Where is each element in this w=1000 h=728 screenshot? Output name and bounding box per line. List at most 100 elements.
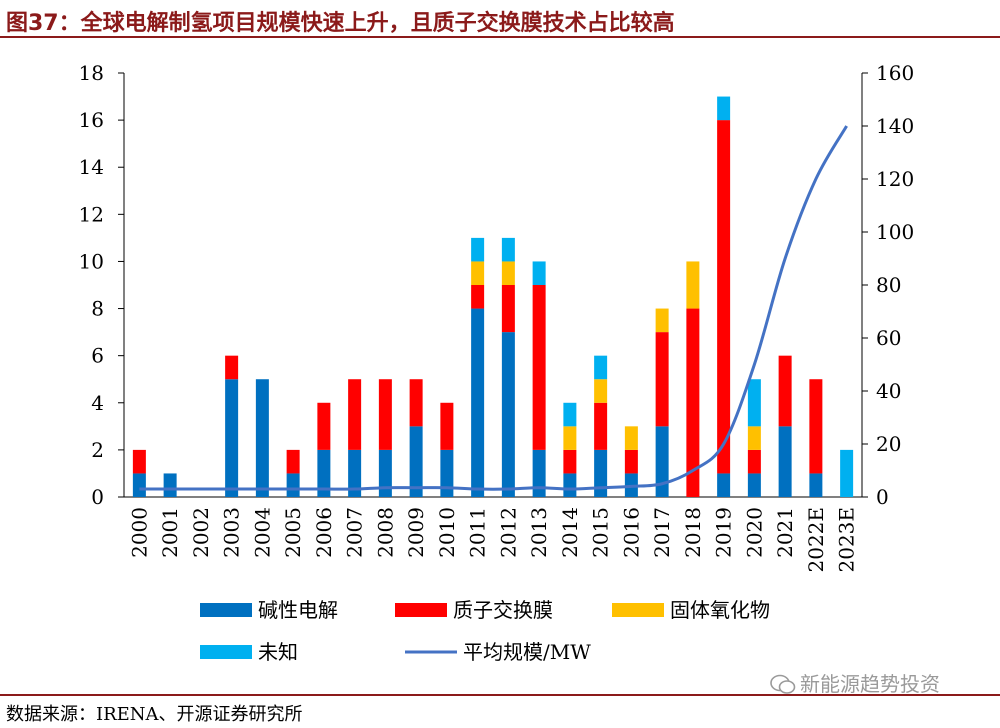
- left-tick-label: 6: [91, 344, 104, 368]
- bar-segment-alkaline: [809, 473, 823, 497]
- x-tick-label: 2012: [496, 507, 520, 558]
- x-tick-label: 2005: [281, 507, 305, 558]
- left-tick-label: 12: [79, 202, 104, 226]
- bar-segment-soec: [624, 426, 638, 450]
- bar-segment-unknown: [717, 96, 731, 121]
- left-tick-label: 10: [79, 249, 104, 273]
- x-tick-label: 2007: [343, 507, 367, 558]
- x-tick-label: 2016: [619, 507, 643, 558]
- right-tick-label: 160: [876, 61, 914, 85]
- bar-segment-alkaline: [501, 332, 515, 497]
- left-tick-label: 4: [91, 391, 104, 415]
- bar-segment-alkaline: [655, 426, 669, 497]
- x-tick-label: 2018: [681, 507, 705, 558]
- legend-label-avg: 平均规模/MW: [463, 640, 591, 664]
- bar-segment-pem: [471, 285, 485, 309]
- bar-segment-unknown: [594, 355, 608, 380]
- right-tick-label: 0: [876, 485, 889, 509]
- x-tick-label: 2001: [158, 507, 182, 558]
- bar-segment-soec: [501, 261, 515, 285]
- bar-segment-alkaline: [747, 473, 761, 497]
- right-tick-label: 40: [876, 379, 901, 403]
- bar-segment-pem: [778, 355, 792, 427]
- bar-segment-pem: [532, 285, 546, 450]
- footer-divider: [0, 694, 1000, 696]
- right-tick-label: 80: [876, 273, 901, 297]
- bar-segment-alkaline: [594, 449, 608, 497]
- bar-segment-pem: [655, 332, 669, 427]
- bar-segment-pem: [286, 449, 300, 474]
- x-tick-label: 2003: [220, 507, 244, 558]
- left-tick-label: 16: [79, 108, 104, 132]
- legend-swatch-unknown: [200, 645, 252, 659]
- bar-segment-alkaline: [225, 379, 239, 497]
- legend-label-unknown: 未知: [258, 640, 298, 664]
- title-bar: 图37：全球电解制氢项目规模快速上升，且质子交换膜技术占比较高: [0, 0, 1000, 38]
- bar-segment-alkaline: [286, 473, 300, 497]
- bar-segment-soec: [655, 308, 669, 333]
- x-tick-label: 2011: [466, 507, 490, 558]
- bar-segment-pem: [594, 402, 608, 450]
- bar-segment-soec: [594, 379, 608, 403]
- legend-label-pem: 质子交换膜: [453, 598, 553, 622]
- bar-segment-alkaline: [255, 379, 269, 497]
- bar-segment-pem: [378, 379, 392, 450]
- x-tick-label: 2006: [312, 507, 336, 558]
- right-tick-label: 120: [876, 167, 914, 191]
- data-source: 数据来源：IRENA、开源证券研究所: [6, 704, 303, 725]
- right-tick-label: 20: [876, 432, 901, 456]
- wechat-icon: [770, 674, 796, 694]
- bar-segment-pem: [225, 355, 239, 380]
- watermark-text: 新能源趋势投资: [800, 672, 940, 696]
- bar-segment-soec: [747, 426, 761, 450]
- bar-segment-pem: [132, 449, 146, 474]
- bar-segment-alkaline: [471, 308, 485, 497]
- x-tick-label: 2019: [712, 507, 736, 558]
- x-tick-label: 2015: [589, 507, 613, 558]
- bar-segment-alkaline: [163, 473, 177, 497]
- bar-segment-unknown: [471, 237, 485, 262]
- left-tick-label: 8: [91, 297, 104, 321]
- legend-label-soec: 固体氧化物: [670, 598, 770, 622]
- bar-segment-pem: [409, 379, 423, 427]
- x-tick-label: 2021: [773, 507, 797, 558]
- bar-segment-alkaline: [348, 449, 362, 497]
- bar-segment-pem: [317, 402, 331, 450]
- avg-size-line: [139, 125, 848, 491]
- legend-label-alkaline: 碱性电解: [258, 598, 338, 622]
- bar-segment-soec: [471, 261, 485, 285]
- bar-segment-alkaline: [717, 473, 731, 497]
- bar-segment-pem: [717, 120, 731, 474]
- bar-segment-unknown: [532, 261, 546, 285]
- left-tick-label: 14: [79, 155, 104, 179]
- page-title: 图37：全球电解制氢项目规模快速上升，且质子交换膜技术占比较高: [6, 11, 675, 36]
- title-divider: [0, 36, 1000, 38]
- legend-swatch-soec: [612, 603, 664, 617]
- bar-segment-unknown: [563, 402, 577, 427]
- bar-segment-pem: [624, 449, 638, 474]
- bar-segment-alkaline: [132, 473, 146, 497]
- x-tick-label: 2000: [127, 507, 151, 558]
- x-tick-label: 2022E: [804, 507, 828, 573]
- bar-segment-alkaline: [563, 473, 577, 497]
- bar-segment-soec: [686, 261, 700, 309]
- left-tick-label: 0: [91, 485, 104, 509]
- x-tick-label: 2002: [189, 507, 213, 558]
- bar-segment-pem: [686, 308, 700, 497]
- stacked-bar-line-chart: 0 2 4 6 8 10 12 14 16 18 0 20 40 60 80 100 120 140 160 2000…: [79, 61, 915, 664]
- bar-segment-soec: [563, 426, 577, 450]
- average-size-line: [139, 125, 848, 491]
- bar-segment-unknown: [747, 379, 761, 427]
- bar-segment-pem: [501, 285, 515, 333]
- bar-segment-pem: [440, 402, 454, 450]
- x-tick-label: 2008: [373, 507, 397, 558]
- bar-segment-alkaline: [778, 426, 792, 497]
- legend-swatch-alkaline: [200, 603, 252, 617]
- right-tick-label: 60: [876, 326, 901, 350]
- legend-swatch-pem: [395, 603, 447, 617]
- x-tick-label: 2020: [742, 507, 766, 558]
- bar-segment-alkaline: [440, 449, 454, 497]
- bar-segment-pem: [747, 449, 761, 474]
- x-tick-label: 2010: [435, 507, 459, 558]
